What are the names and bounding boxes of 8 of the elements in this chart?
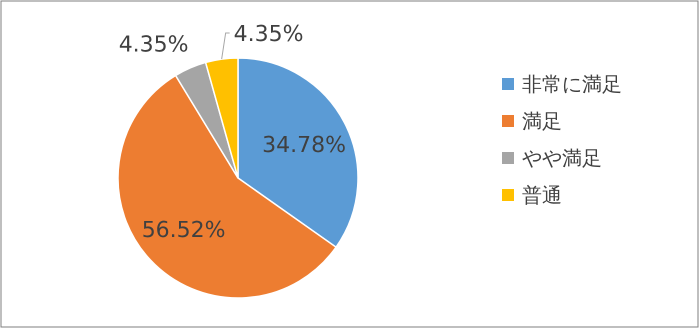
legend-label: 満足: [522, 109, 562, 133]
legend-label: 非常に満足: [522, 72, 622, 96]
data-label: 56.52%: [142, 218, 226, 243]
legend-label: やや満足: [522, 146, 602, 170]
data-label: 34.78%: [262, 132, 346, 158]
legend-label: 普通: [522, 183, 562, 207]
data-label: 4.35%: [118, 32, 189, 58]
data-label: 4.35%: [234, 22, 304, 47]
